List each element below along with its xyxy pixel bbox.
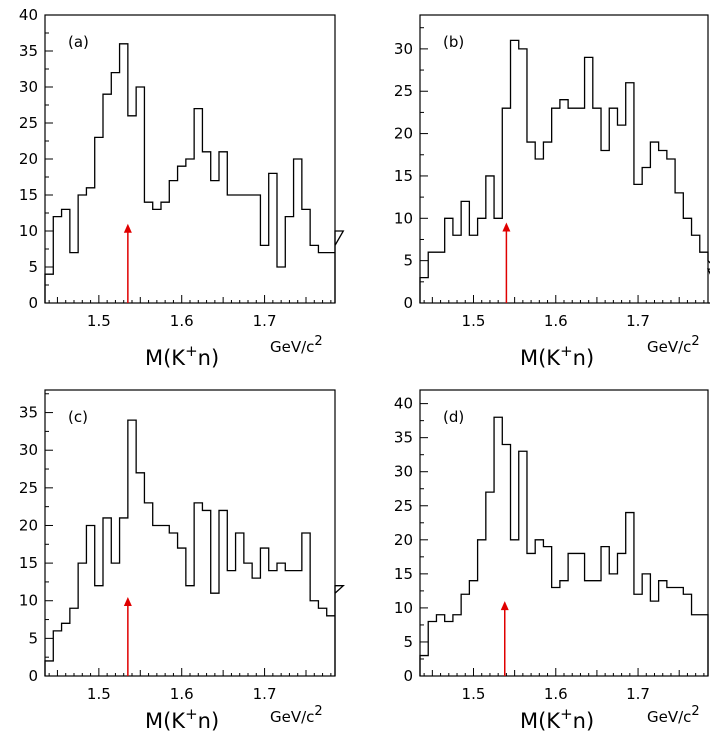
histogram-panel: 0 5 10 15 20 25 30 35 1.5 1.6 1.7 (c) M(K+n) GeV/c2 bbox=[19, 389, 345, 732]
y-tick-label: 5 bbox=[403, 252, 413, 270]
y-tick-label: 25 bbox=[19, 114, 38, 132]
x-axis-label: M(K+n) bbox=[145, 705, 219, 732]
y-tick-label: 20 bbox=[394, 125, 413, 143]
y-tick-label: 40 bbox=[19, 6, 38, 24]
y-tick-label: 0 bbox=[403, 294, 413, 312]
y-tick-label: 20 bbox=[19, 150, 38, 168]
y-tick-label: 10 bbox=[394, 599, 413, 617]
x-tick-label: 1.5 bbox=[87, 685, 111, 703]
histogram-series bbox=[419, 39, 710, 304]
y-tick-label: 15 bbox=[19, 554, 38, 572]
y-tick-label: 30 bbox=[19, 441, 38, 459]
arrow-head bbox=[500, 601, 509, 611]
x-axis-unit-sup: 2 bbox=[314, 334, 322, 349]
arrow-head bbox=[123, 596, 132, 606]
y-tick-label: 0 bbox=[28, 294, 38, 312]
plot-frame bbox=[419, 14, 709, 304]
y-tick-label: 25 bbox=[394, 82, 413, 100]
arrow-head bbox=[502, 222, 511, 232]
x-axis-label-main: M(K bbox=[520, 346, 561, 370]
x-axis-unit: GeV/c2 bbox=[270, 334, 323, 356]
y-tick-label: 10 bbox=[394, 209, 413, 227]
x-tick-label: 1.6 bbox=[170, 685, 194, 703]
y-tick-label: 35 bbox=[394, 429, 413, 447]
panel-label: (a) bbox=[68, 33, 89, 51]
x-axis-unit-main: GeV/c bbox=[647, 708, 691, 726]
y-tick-label: 30 bbox=[394, 463, 413, 481]
x-axis-unit: GeV/c2 bbox=[647, 334, 700, 356]
histogram-panel: 0 5 10 15 20 25 30 35 40 1.5 1.6 1.7 (a) M(K+n) GeV/c2 bbox=[19, 6, 345, 370]
panel-label: (d) bbox=[443, 408, 464, 426]
x-axis-label: M(K+n) bbox=[145, 342, 219, 370]
y-tick-label: 25 bbox=[394, 497, 413, 515]
arrow-head bbox=[123, 223, 132, 233]
y-tick-label: 10 bbox=[19, 222, 38, 240]
x-tick-label: 1.7 bbox=[253, 685, 277, 703]
panel-label: (b) bbox=[443, 33, 464, 51]
y-tick-label: 30 bbox=[394, 40, 413, 58]
histogram-series bbox=[44, 43, 345, 303]
x-axis-unit: GeV/c2 bbox=[647, 704, 700, 726]
y-tick-label: 15 bbox=[19, 186, 38, 204]
histogram-panel: 0 5 10 15 20 25 30 1.5 1.6 1.7 (b) M(K+n) GeV/c2 bbox=[394, 14, 710, 370]
x-tick-label: 1.5 bbox=[462, 312, 486, 330]
histogram-series bbox=[44, 419, 345, 676]
x-tick-label: 1.5 bbox=[87, 312, 111, 330]
y-tick-label: 35 bbox=[19, 42, 38, 60]
plot-frame bbox=[419, 389, 709, 677]
x-tick-label: 1.7 bbox=[626, 685, 650, 703]
x-tick-label: 1.5 bbox=[462, 685, 486, 703]
y-tick-label: 15 bbox=[394, 167, 413, 185]
y-tick-label: 5 bbox=[403, 633, 413, 651]
x-tick-label: 1.6 bbox=[170, 312, 194, 330]
y-tick-label: 15 bbox=[394, 565, 413, 583]
x-tick-label: 1.7 bbox=[253, 312, 277, 330]
x-axis-label-tail: n) bbox=[573, 346, 595, 370]
x-axis-label-tail: n) bbox=[198, 346, 220, 370]
x-axis-label: M(K+n) bbox=[520, 705, 594, 732]
x-tick-label: 1.6 bbox=[544, 312, 568, 330]
x-tick-label: 1.6 bbox=[544, 685, 568, 703]
x-axis-unit-main: GeV/c bbox=[270, 708, 314, 726]
x-axis-label-sup: + bbox=[560, 342, 573, 360]
x-axis-label-sup: + bbox=[560, 705, 573, 723]
y-tick-label: 20 bbox=[19, 516, 38, 534]
histogram-series bbox=[419, 416, 709, 676]
y-tick-label: 10 bbox=[19, 592, 38, 610]
x-axis-unit-sup: 2 bbox=[691, 704, 699, 719]
y-tick-label: 35 bbox=[19, 404, 38, 422]
x-axis-label-sup: + bbox=[185, 342, 198, 360]
y-tick-label: 40 bbox=[394, 395, 413, 413]
x-axis-label-main: M(K bbox=[145, 346, 186, 370]
y-tick-label: 0 bbox=[403, 667, 413, 685]
x-axis-unit-sup: 2 bbox=[314, 704, 322, 719]
x-axis-label: M(K+n) bbox=[520, 342, 594, 370]
x-axis-unit-sup: 2 bbox=[691, 334, 699, 349]
x-axis-label-tail: n) bbox=[198, 709, 220, 732]
x-axis-label-sup: + bbox=[185, 705, 198, 723]
plot-frame bbox=[44, 389, 336, 677]
y-tick-label: 0 bbox=[28, 667, 38, 685]
y-tick-label: 5 bbox=[28, 629, 38, 647]
panel-label: (c) bbox=[68, 408, 88, 426]
y-tick-label: 5 bbox=[28, 258, 38, 276]
x-tick-label: 1.7 bbox=[626, 312, 650, 330]
x-axis-unit: GeV/c2 bbox=[270, 704, 323, 726]
x-axis-label-main: M(K bbox=[520, 709, 561, 732]
y-tick-label: 30 bbox=[19, 78, 38, 96]
y-tick-label: 25 bbox=[19, 479, 38, 497]
x-axis-label-main: M(K bbox=[145, 709, 186, 732]
x-axis-unit-main: GeV/c bbox=[647, 338, 691, 356]
y-tick-label: 20 bbox=[394, 531, 413, 549]
x-axis-unit-main: GeV/c bbox=[270, 338, 314, 356]
histogram-panel: 0 5 10 15 20 25 30 35 40 1.5 1.6 1.7 (d) M(K+n) GeV/c2 bbox=[394, 389, 709, 732]
x-axis-label-tail: n) bbox=[573, 709, 595, 732]
